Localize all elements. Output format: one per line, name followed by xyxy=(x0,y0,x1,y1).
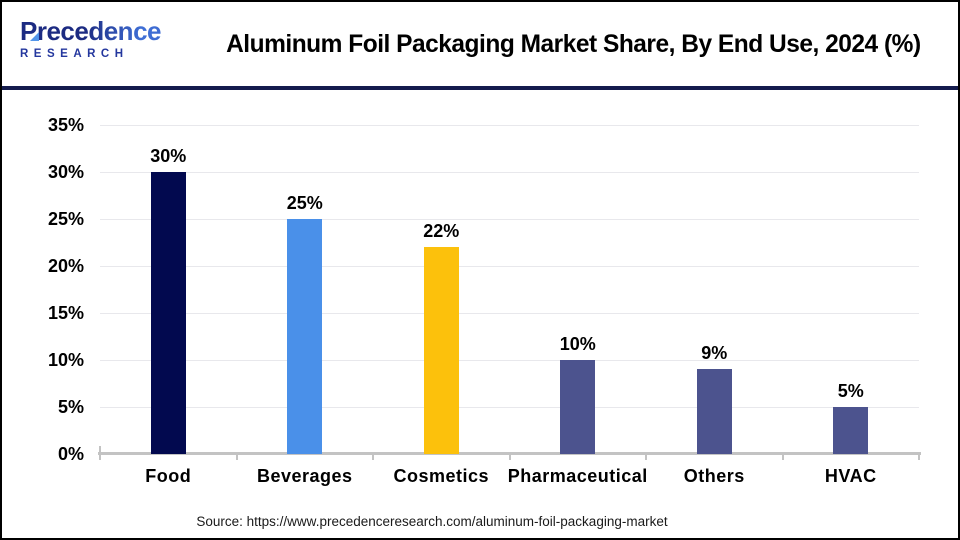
x-axis-line xyxy=(98,452,921,455)
bar-value-others: 9% xyxy=(701,343,728,364)
x-axis-tick xyxy=(372,454,374,460)
gridline-25% xyxy=(100,218,919,220)
x-axis-label-food: Food xyxy=(145,466,192,486)
y-axis-label-0%: 0% xyxy=(57,444,84,464)
logo-wordmark: Precedence xyxy=(20,16,190,46)
gridline-5% xyxy=(100,406,919,408)
bar-food xyxy=(150,172,186,454)
bar-others xyxy=(696,369,732,454)
y-axis-label-5%: 5% xyxy=(57,397,84,417)
bar-value-food: 30% xyxy=(150,146,187,166)
bar-value-hvac: 5% xyxy=(837,381,864,401)
x-axis-tick xyxy=(235,454,238,460)
x-axis-label-pharmaceutical: Pharmaceutical xyxy=(507,466,648,486)
leaf-icon xyxy=(30,32,39,41)
title-container: Aluminum Foil Packaging Market Share, By… xyxy=(197,2,950,86)
x-axis-label-cosmetics: Cosmetics xyxy=(393,466,490,486)
y-axis-origin-tick xyxy=(99,446,101,452)
x-axis-tick xyxy=(781,454,784,460)
header: Precedence RESEARCH Aluminum Foil Packag… xyxy=(2,2,958,86)
bar-value-cosmetics: 22% xyxy=(423,221,460,242)
bar-pharmaceutical xyxy=(560,360,596,454)
x-axis-tick xyxy=(508,454,511,460)
y-axis-label-35%: 35% xyxy=(47,115,84,135)
bar-hvac xyxy=(833,407,869,454)
bar-beverages xyxy=(287,219,323,454)
gridline-15% xyxy=(100,312,919,314)
x-axis-label-hvac: HVAC xyxy=(824,466,877,486)
logo-subtitle: RESEARCH xyxy=(20,48,129,60)
bar-value-pharmaceutical: 10% xyxy=(559,334,596,354)
source-note: Source: https://www.precedenceresearch.c… xyxy=(196,514,668,529)
x-axis-tick xyxy=(645,454,647,460)
y-axis-label-30%: 30% xyxy=(47,162,84,182)
x-axis-label-others: Others xyxy=(683,466,745,486)
gridline-10% xyxy=(100,359,919,361)
gridline-20% xyxy=(100,265,919,267)
brand-logo: Precedence RESEARCH xyxy=(20,16,190,60)
bar-cosmetics xyxy=(423,247,459,454)
x-axis-tick xyxy=(918,454,920,460)
bar-value-beverages: 25% xyxy=(286,193,323,213)
header-divider xyxy=(2,86,958,90)
gridline-30% xyxy=(100,171,919,173)
page-title: Aluminum Foil Packaging Market Share, By… xyxy=(226,29,921,58)
y-axis-label-15%: 15% xyxy=(47,303,84,323)
y-axis-label-25%: 25% xyxy=(47,209,84,229)
y-axis-label-20%: 20% xyxy=(47,256,84,276)
y-axis-label-10%: 10% xyxy=(47,350,84,370)
gridline-35% xyxy=(100,124,919,126)
x-axis-label-beverages: Beverages xyxy=(256,466,353,486)
x-axis-tick xyxy=(99,454,101,460)
